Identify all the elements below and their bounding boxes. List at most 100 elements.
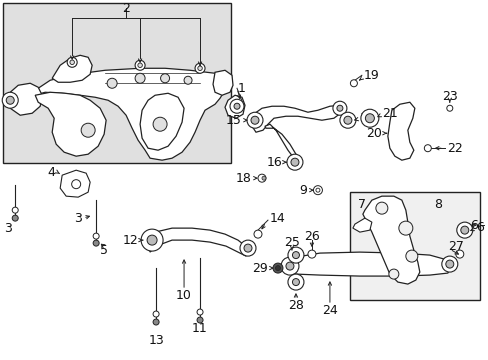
Circle shape (2, 92, 18, 108)
Text: 27: 27 (447, 240, 463, 253)
Text: 6: 6 (469, 219, 477, 231)
Circle shape (141, 229, 163, 251)
Circle shape (147, 235, 157, 245)
Circle shape (246, 112, 263, 128)
Bar (3, 3, 230, 163)
Text: 1: 1 (238, 82, 245, 95)
Text: 18: 18 (236, 172, 251, 185)
Text: 14: 14 (269, 212, 285, 225)
Circle shape (135, 73, 145, 83)
Polygon shape (224, 95, 244, 118)
Polygon shape (148, 228, 247, 256)
Circle shape (286, 154, 303, 170)
Circle shape (153, 311, 159, 317)
Circle shape (375, 202, 387, 214)
Text: 28: 28 (287, 298, 303, 311)
Circle shape (388, 269, 398, 279)
Circle shape (250, 116, 259, 124)
Circle shape (292, 252, 299, 258)
Text: 2: 2 (122, 2, 130, 15)
Polygon shape (251, 105, 341, 132)
Circle shape (350, 80, 357, 87)
Polygon shape (32, 68, 224, 160)
Circle shape (107, 78, 117, 88)
Circle shape (336, 105, 342, 111)
Text: 10: 10 (176, 289, 192, 302)
Circle shape (153, 319, 159, 325)
Polygon shape (387, 102, 414, 160)
Circle shape (275, 266, 280, 271)
Text: 22: 22 (446, 142, 462, 155)
Circle shape (93, 240, 99, 246)
Circle shape (307, 250, 315, 258)
Circle shape (258, 174, 265, 182)
Circle shape (197, 317, 203, 323)
Circle shape (281, 257, 298, 275)
Circle shape (234, 103, 240, 109)
Circle shape (240, 240, 255, 256)
Text: 23: 23 (441, 90, 457, 103)
Circle shape (455, 250, 463, 258)
Text: 9: 9 (299, 184, 306, 197)
Circle shape (153, 117, 167, 131)
Text: 19: 19 (363, 69, 379, 82)
Circle shape (262, 176, 265, 180)
Text: 8: 8 (433, 198, 441, 211)
Text: 6: 6 (475, 221, 483, 234)
Circle shape (360, 109, 378, 127)
Circle shape (244, 244, 251, 252)
Circle shape (332, 101, 346, 115)
Circle shape (313, 186, 322, 195)
Text: 16: 16 (265, 156, 282, 169)
Circle shape (72, 180, 81, 189)
Circle shape (343, 116, 351, 124)
Circle shape (12, 207, 18, 213)
Text: 24: 24 (322, 303, 337, 316)
Circle shape (287, 247, 304, 263)
Polygon shape (352, 218, 371, 232)
Text: 11: 11 (192, 321, 207, 334)
Circle shape (229, 99, 244, 113)
Bar (349, 192, 479, 300)
Text: 17: 17 (359, 112, 375, 125)
Text: 15: 15 (225, 114, 242, 127)
Circle shape (12, 215, 18, 221)
Text: 29: 29 (252, 262, 267, 275)
Circle shape (160, 74, 169, 83)
Polygon shape (285, 252, 451, 276)
Polygon shape (35, 92, 106, 156)
Text: 3: 3 (74, 212, 82, 225)
Text: 20: 20 (365, 127, 381, 140)
Circle shape (460, 226, 468, 234)
Circle shape (183, 76, 192, 84)
Circle shape (445, 260, 453, 268)
Circle shape (70, 60, 74, 64)
Circle shape (441, 256, 457, 272)
Circle shape (67, 57, 77, 67)
Circle shape (138, 63, 142, 68)
Polygon shape (60, 170, 90, 197)
Text: 21: 21 (381, 107, 397, 120)
Polygon shape (52, 55, 92, 82)
Circle shape (253, 230, 262, 238)
Text: 12: 12 (122, 234, 138, 247)
Circle shape (290, 158, 298, 166)
Circle shape (456, 222, 472, 238)
Circle shape (197, 66, 202, 71)
Circle shape (292, 279, 299, 285)
Circle shape (6, 96, 14, 104)
Circle shape (287, 274, 304, 290)
Circle shape (272, 263, 283, 273)
Circle shape (398, 221, 412, 235)
Polygon shape (264, 124, 297, 162)
Text: 26: 26 (304, 230, 319, 243)
Text: 25: 25 (284, 235, 299, 249)
Text: 7: 7 (357, 198, 365, 211)
Circle shape (285, 262, 293, 270)
Text: 3: 3 (4, 222, 12, 235)
Polygon shape (362, 196, 419, 284)
Text: 5: 5 (100, 244, 108, 257)
Circle shape (405, 250, 417, 262)
Circle shape (315, 188, 319, 192)
Circle shape (197, 309, 203, 315)
